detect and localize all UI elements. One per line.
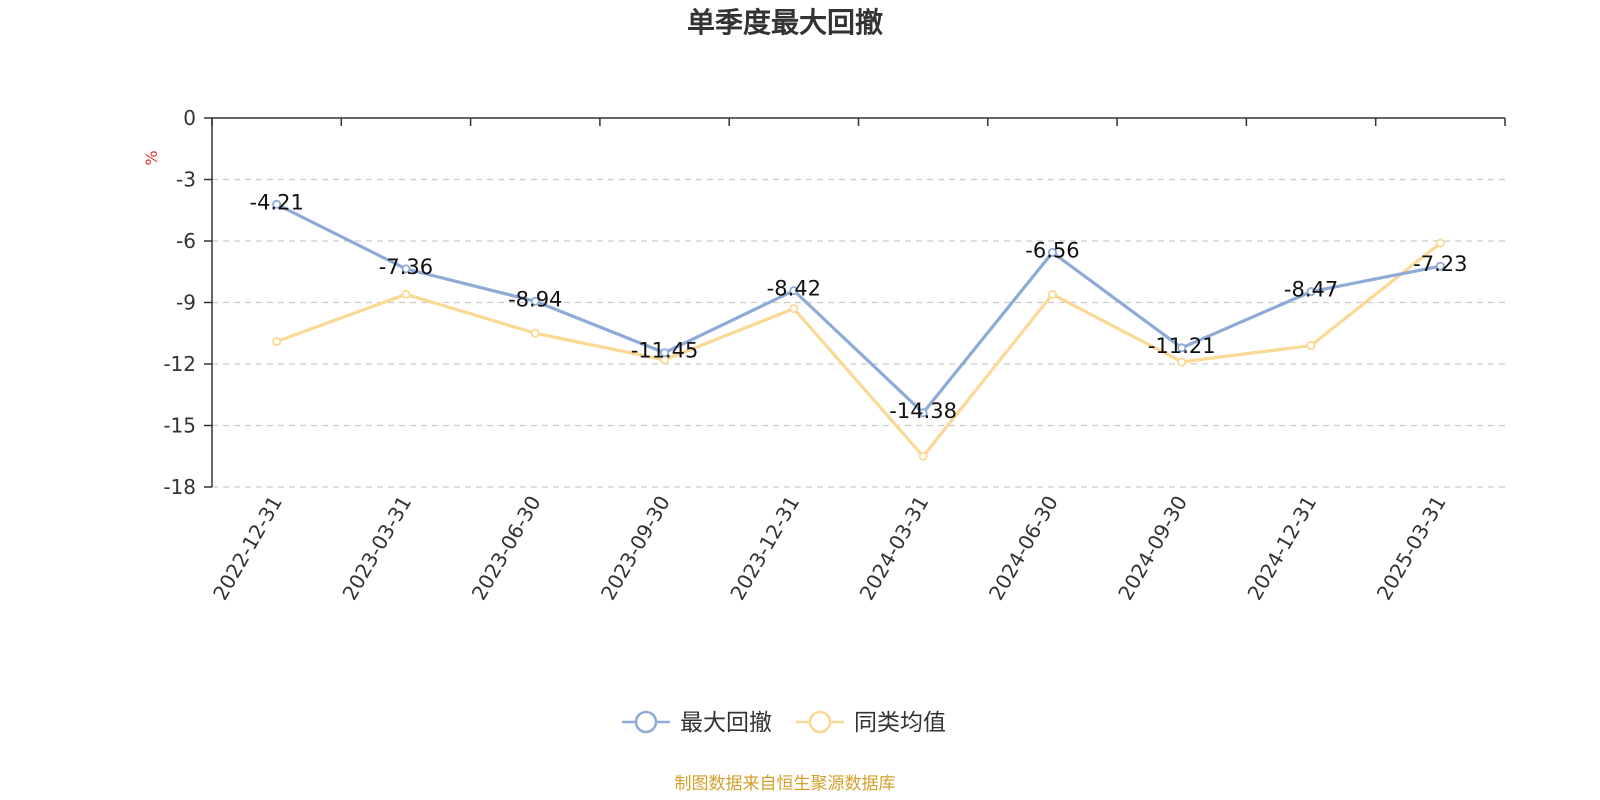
legend-label: 同类均值 bbox=[854, 710, 946, 736]
data-label: -7.36 bbox=[379, 255, 433, 279]
y-axis-unit: % bbox=[142, 150, 161, 165]
data-label: -8.47 bbox=[1284, 278, 1338, 302]
data-point[interactable] bbox=[1177, 343, 1187, 353]
legend-item[interactable]: 同类均值 bbox=[796, 710, 946, 736]
x-tick-label: 2025-03-31 bbox=[1372, 492, 1451, 605]
data-point[interactable] bbox=[789, 304, 799, 314]
source-note: 制图数据来自恒生聚源数据库 bbox=[675, 774, 896, 794]
y-tick-label: -3 bbox=[176, 168, 196, 192]
data-point[interactable] bbox=[918, 451, 928, 461]
x-tick-label: 2023-12-31 bbox=[725, 492, 804, 605]
y-tick-label: -15 bbox=[163, 414, 196, 438]
legend-item[interactable]: 最大回撤 bbox=[622, 710, 772, 736]
data-point[interactable] bbox=[272, 336, 282, 346]
x-tick-label: 2023-06-30 bbox=[467, 492, 546, 605]
data-point[interactable] bbox=[401, 264, 411, 274]
chart-title: 单季度最大回撤 bbox=[687, 6, 883, 39]
data-point[interactable] bbox=[918, 408, 928, 418]
y-tick-label: -9 bbox=[176, 291, 196, 315]
series-line bbox=[276, 241, 1442, 458]
data-label: -7.23 bbox=[1413, 252, 1467, 276]
data-point[interactable] bbox=[272, 199, 282, 209]
x-tick-label: 2023-09-30 bbox=[596, 492, 675, 605]
data-point[interactable] bbox=[1306, 287, 1316, 297]
data-label: -8.94 bbox=[508, 287, 562, 311]
data-label: -11.21 bbox=[1148, 334, 1216, 358]
data-point[interactable] bbox=[660, 348, 670, 358]
x-tick-label: 2022-12-31 bbox=[208, 492, 287, 605]
x-tick-label: 2023-03-31 bbox=[337, 492, 416, 605]
data-point[interactable] bbox=[1047, 247, 1057, 257]
x-tick-label: 2024-06-30 bbox=[984, 492, 1063, 605]
data-label: -6.56 bbox=[1025, 238, 1079, 262]
data-point[interactable] bbox=[401, 289, 411, 299]
data-point[interactable] bbox=[1177, 357, 1187, 367]
data-label: -8.42 bbox=[767, 277, 821, 301]
y-tick-label: -12 bbox=[163, 352, 196, 376]
y-tick-label: 0 bbox=[183, 106, 196, 130]
x-tick-label: 2024-12-31 bbox=[1242, 492, 1321, 605]
data-labels: -4.21 -7.36 -8.94 -11.45 -8.42 -14.38 -6.56 -11… bbox=[249, 190, 1467, 422]
data-label: -4.21 bbox=[249, 190, 303, 214]
data-point[interactable] bbox=[1435, 238, 1445, 248]
series-line bbox=[275, 202, 1441, 415]
data-label: -14.38 bbox=[889, 399, 957, 423]
data-point[interactable] bbox=[530, 296, 540, 306]
legend[interactable]: 最大回撤 同类均值 bbox=[622, 710, 946, 736]
legend-marker bbox=[634, 710, 658, 734]
x-tick-label: 2024-03-31 bbox=[855, 492, 934, 605]
data-point[interactable] bbox=[1435, 261, 1445, 271]
series-lines bbox=[272, 199, 1445, 461]
data-point[interactable] bbox=[530, 328, 540, 338]
y-tick-label: -18 bbox=[163, 475, 196, 499]
legend-label: 最大回撤 bbox=[680, 710, 772, 736]
data-point[interactable] bbox=[1306, 341, 1316, 351]
legend-marker bbox=[808, 710, 832, 734]
data-point[interactable] bbox=[789, 286, 799, 296]
x-tick-label: 2024-09-30 bbox=[1113, 492, 1192, 605]
data-label: -11.45 bbox=[631, 339, 699, 363]
y-tick-label: -6 bbox=[176, 229, 196, 253]
grid-lines bbox=[212, 178, 1505, 488]
data-point[interactable] bbox=[1047, 289, 1057, 299]
